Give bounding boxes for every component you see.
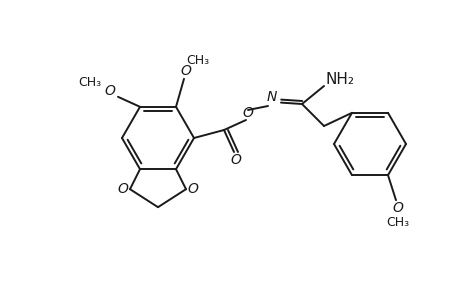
Text: O: O — [242, 106, 253, 120]
Text: O: O — [392, 201, 403, 215]
Text: O: O — [187, 182, 198, 196]
Text: CH₃: CH₃ — [186, 54, 209, 67]
Text: O: O — [104, 84, 115, 98]
Text: O: O — [180, 64, 191, 78]
Text: N: N — [266, 90, 277, 104]
Text: NH₂: NH₂ — [325, 71, 354, 86]
Text: CH₃: CH₃ — [386, 216, 409, 229]
Text: O: O — [118, 182, 128, 196]
Text: O: O — [230, 153, 241, 167]
Text: CH₃: CH₃ — [78, 76, 101, 89]
